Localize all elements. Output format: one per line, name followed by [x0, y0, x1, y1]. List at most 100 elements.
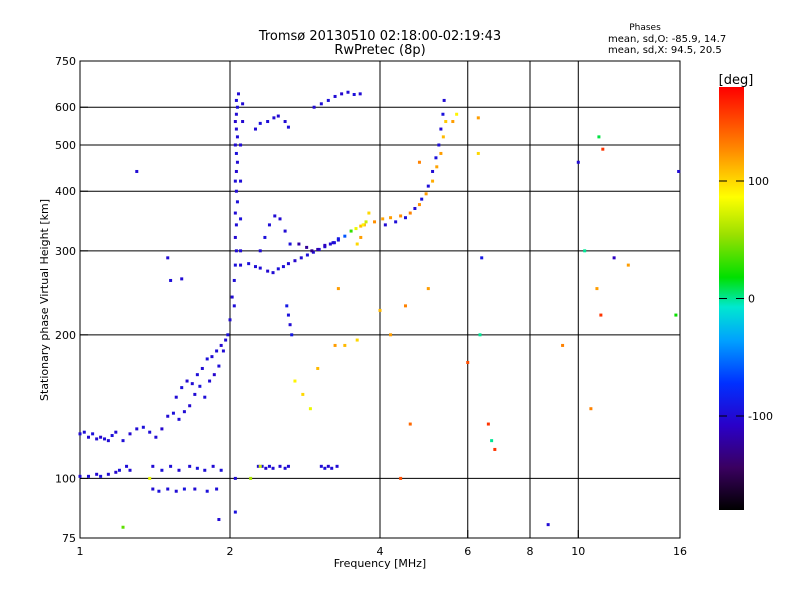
data-point	[441, 135, 445, 139]
data-point	[355, 242, 359, 246]
data-point	[286, 262, 290, 266]
data-point	[215, 349, 219, 353]
data-point	[476, 116, 480, 120]
data-point	[301, 392, 305, 396]
data-point	[205, 357, 209, 361]
data-point	[478, 333, 482, 337]
data-point	[233, 120, 237, 124]
data-point	[210, 355, 214, 359]
data-point	[399, 476, 403, 480]
data-point	[283, 466, 287, 470]
data-point	[174, 395, 178, 399]
data-point	[258, 464, 262, 468]
data-point	[267, 223, 271, 227]
data-point	[247, 262, 251, 266]
data-point	[234, 223, 238, 227]
data-point	[166, 414, 170, 418]
data-point	[285, 304, 289, 308]
data-point	[125, 464, 129, 468]
data-point	[336, 287, 340, 291]
data-point	[232, 278, 236, 282]
data-point	[480, 256, 484, 260]
data-point	[121, 439, 125, 443]
x-tick-label: 6	[464, 545, 471, 558]
data-point	[86, 435, 90, 439]
data-point	[103, 437, 107, 441]
data-point	[234, 151, 238, 155]
data-point	[435, 165, 439, 169]
data-point	[305, 245, 309, 249]
data-point	[323, 466, 327, 470]
data-point	[141, 425, 145, 429]
data-point	[290, 333, 294, 337]
data-point	[335, 464, 339, 468]
data-point	[276, 267, 280, 271]
data-point	[193, 392, 197, 396]
data-point	[283, 229, 287, 233]
data-point	[195, 373, 199, 377]
x-tick-label: 8	[527, 545, 534, 558]
data-point	[219, 468, 223, 472]
y-tick-label: 600	[55, 101, 76, 114]
data-point	[260, 464, 264, 468]
data-point	[355, 338, 359, 342]
data-point	[288, 242, 292, 246]
data-point	[286, 464, 290, 468]
data-point	[263, 235, 267, 239]
data-point	[148, 476, 152, 480]
data-point	[426, 287, 430, 291]
data-point	[253, 127, 257, 131]
data-point	[241, 120, 245, 124]
data-point	[208, 379, 212, 383]
data-point	[188, 464, 192, 468]
data-point	[408, 422, 412, 426]
data-point	[198, 384, 202, 388]
x-tick-label: 16	[673, 545, 687, 558]
stats-heading: Phases	[629, 23, 661, 33]
data-point	[486, 422, 490, 426]
data-point	[235, 200, 239, 204]
data-point	[230, 295, 234, 299]
data-point	[258, 121, 262, 125]
data-point	[349, 229, 353, 233]
data-point	[589, 407, 593, 411]
data-point	[200, 366, 204, 370]
data-point	[205, 489, 209, 493]
data-point	[157, 489, 161, 493]
x-tick-label: 10	[571, 545, 585, 558]
data-point	[326, 98, 330, 102]
data-point	[286, 313, 290, 317]
data-point	[333, 94, 337, 98]
data-point	[340, 92, 344, 96]
x-tick-label: 2	[227, 545, 234, 558]
data-point	[160, 427, 164, 431]
data-point	[234, 189, 238, 193]
data-point	[160, 468, 164, 472]
data-point	[305, 253, 309, 257]
data-point	[343, 234, 347, 238]
data-point	[258, 249, 262, 253]
data-point	[283, 120, 287, 124]
data-point	[612, 256, 616, 260]
chart-subtitle: RwPretec (8p)	[334, 43, 425, 58]
stats-line-x: mean, sd,X: 94.5, 20.5	[608, 45, 722, 56]
data-point	[444, 120, 448, 124]
data-point	[239, 217, 243, 221]
data-point	[169, 464, 173, 468]
data-point	[82, 430, 86, 434]
data-point	[417, 203, 421, 207]
data-point	[110, 434, 114, 438]
y-tick-label: 750	[55, 55, 76, 68]
y-axis-label: Stationary phase Virtual Height [km]	[38, 199, 51, 401]
data-point	[99, 435, 103, 439]
colorbar-tick-label: 100	[748, 175, 769, 188]
data-point	[442, 98, 446, 102]
data-point	[128, 432, 132, 436]
data-point	[177, 468, 181, 472]
data-point	[266, 269, 270, 273]
data-point	[233, 263, 237, 267]
data-point	[367, 211, 371, 215]
data-point	[354, 227, 358, 231]
data-point	[389, 333, 393, 337]
data-point	[233, 211, 237, 215]
